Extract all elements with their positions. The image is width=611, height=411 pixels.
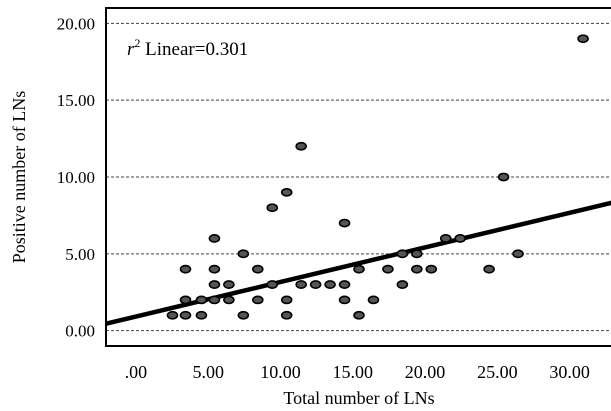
data-point [266, 280, 279, 289]
data-point [295, 141, 307, 151]
data-point [577, 34, 589, 44]
y-tick-label: 10.00 [57, 168, 95, 187]
r-symbol: r [127, 39, 135, 60]
data-point [396, 249, 409, 259]
data-point [280, 295, 293, 305]
data-point [425, 264, 438, 274]
y-tick-label: 5.00 [65, 245, 95, 264]
x-tick-label: 25.00 [477, 362, 518, 382]
data-point [439, 234, 452, 243]
data-point [237, 310, 250, 320]
data-point [208, 234, 221, 243]
data-point [195, 310, 208, 320]
data-point [179, 310, 192, 320]
data-point [208, 264, 221, 274]
data-point [223, 280, 235, 289]
r-squared-annotation: r2 Linear=0.301 [127, 36, 248, 60]
data-point [295, 280, 307, 289]
data-point [237, 249, 250, 259]
gridlines [106, 22, 611, 332]
y-tick-labels: 0.00 5.00 10.00 15.00 20.00 [57, 14, 95, 340]
data-point [338, 295, 351, 305]
x-tick-label: 5.00 [192, 362, 224, 382]
x-tick-label: .00 [125, 362, 148, 382]
y-axis-title: Positive number of LNs [9, 91, 29, 264]
data-point [512, 249, 524, 259]
data-point [266, 203, 279, 213]
data-point [208, 280, 221, 289]
data-point [454, 234, 467, 243]
y-tick-label: 0.00 [65, 322, 95, 341]
data-point [396, 280, 409, 289]
data-point [338, 218, 351, 228]
plot-frame [105, 7, 611, 347]
r-superscript: 2 [134, 36, 140, 50]
annotation-text: Linear=0.301 [140, 39, 248, 60]
data-point [280, 310, 293, 320]
regression-line [105, 200, 611, 326]
data-points [166, 34, 589, 320]
y-tick-label: 20.00 [57, 14, 95, 33]
x-tick-label: 30.00 [549, 362, 590, 382]
data-point [251, 295, 264, 305]
x-tick-label: 15.00 [333, 362, 374, 382]
data-point [411, 249, 423, 259]
x-tick-label: 20.00 [405, 362, 446, 382]
data-point [280, 187, 293, 197]
fit-line-layer [105, 200, 611, 326]
data-point [179, 264, 192, 274]
data-point [367, 295, 380, 305]
data-point [324, 280, 336, 289]
x-tick-label: 10.00 [260, 362, 301, 382]
data-point [483, 264, 495, 274]
data-point [223, 295, 235, 305]
data-point [195, 295, 208, 305]
data-point [353, 264, 365, 274]
data-point [208, 295, 221, 305]
data-point [338, 280, 351, 289]
data-point [411, 264, 423, 274]
data-point [309, 280, 322, 289]
data-point [251, 264, 264, 274]
data-point [179, 295, 192, 305]
data-point [166, 310, 179, 320]
data-point [497, 172, 510, 182]
x-tick-labels: .00 5.00 10.00 15.00 20.00 25.00 30.00 [125, 362, 590, 382]
data-point [353, 310, 365, 320]
x-axis-title: Total number of LNs [283, 388, 434, 408]
data-point [382, 264, 394, 274]
y-tick-label: 15.00 [57, 91, 95, 110]
